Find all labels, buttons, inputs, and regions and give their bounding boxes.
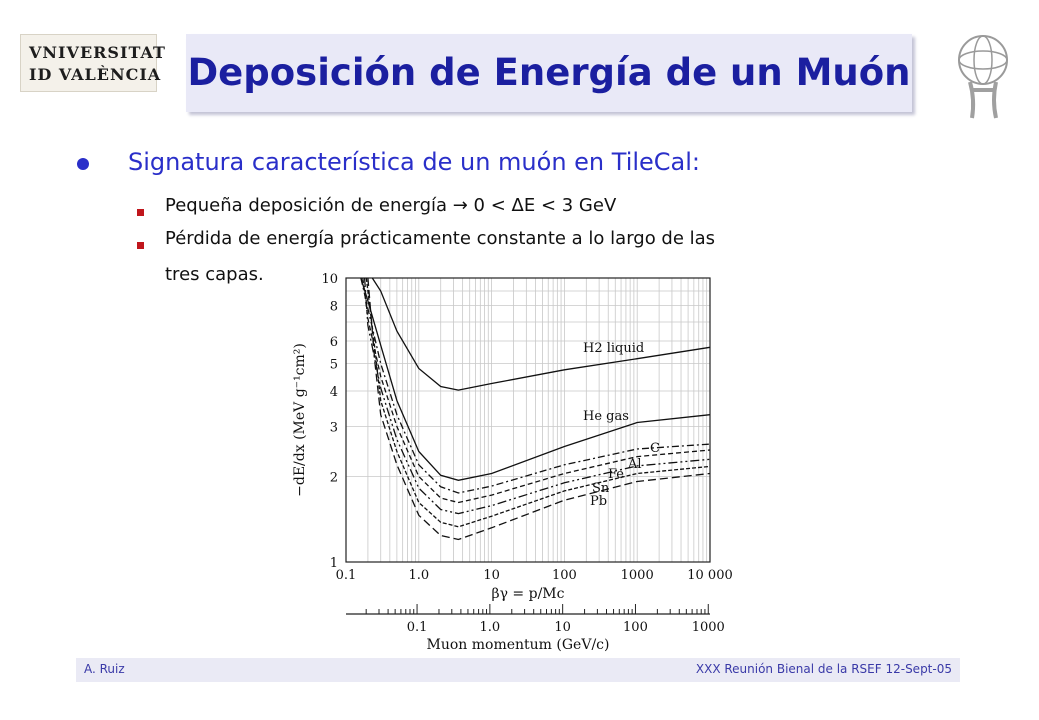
momentum-tick-label: 0.1 (407, 620, 428, 635)
series-line-fe (363, 277, 711, 515)
x-tick-label: 10 000 (687, 568, 733, 583)
bullet-dot-icon (77, 158, 89, 170)
momentum-tick-label: 10 (554, 620, 571, 635)
title-banner: Deposición de Energía de un Muón (186, 34, 912, 112)
energy-loss-chart: 0.1 1.0 10 100 1000 10 000 1 2 3 4 5 6 8 10 βγ = p/Mc −… (278, 262, 738, 658)
atlas-logo-icon (958, 35, 1008, 119)
momentum-tick-label: 1.0 (480, 620, 501, 635)
momentum-tick-label: 1000 (692, 620, 725, 635)
page-title: Deposición de Energía de un Muón (187, 51, 911, 94)
series-label: Fe (608, 467, 624, 482)
y-axis-label: −dE/dx (MeV g⁻¹cm²) (292, 343, 308, 497)
chart-svg: 0.1 1.0 10 100 1000 10 000 1 2 3 4 5 6 8 10 βγ = p/Mc −… (292, 272, 733, 653)
y-tick-label: 2 (330, 471, 338, 486)
sub-bullet-icon (137, 209, 144, 216)
main-bullet: Signatura característica de un muón en T… (128, 148, 701, 176)
series-label: C (650, 441, 660, 456)
series-line-c (360, 277, 711, 494)
momentum-tick-label: 100 (623, 620, 648, 635)
y-tick-label: 1 (330, 556, 338, 571)
series-label: He gas (583, 409, 629, 424)
x-tick-label: 10 (483, 568, 500, 583)
x-tick-label: 100 (552, 568, 577, 583)
university-logo: VNIVERSITAT ID VALÈNCIA (20, 34, 165, 92)
sub-bullet-icon (137, 242, 144, 249)
y-tick-label: 6 (330, 335, 338, 350)
y-tick-label: 4 (330, 385, 338, 400)
series-label: Pb (590, 494, 607, 509)
series-line-pb (367, 277, 711, 541)
y-tick-label: 10 (321, 272, 338, 287)
series-line-he-gas (360, 277, 711, 481)
footer-bar: A. Ruiz XXX Reunión Bienal de la RSEF 12… (76, 658, 960, 682)
sub-bullet-1: Pequeña deposición de energía → 0 < ΔE <… (165, 195, 617, 216)
y-tick-label: 8 (330, 300, 338, 315)
series-label: H2 liquid (583, 341, 644, 356)
logo-line-1: VNIVERSITAT (29, 43, 166, 62)
logo-line-2: ID VALÈNCIA (29, 65, 162, 84)
series-label: Al (627, 457, 642, 472)
sub-bullet-2-line-2: tres capas. (165, 264, 264, 285)
y-tick-label: 3 (330, 420, 338, 435)
series-line-al (362, 277, 711, 504)
footer-event: XXX Reunión Bienal de la RSEF 12-Sept-05 (695, 662, 952, 676)
series-line-h2-liquid (371, 277, 711, 391)
x-axis-label: βγ = p/Mc (492, 586, 565, 602)
series-label: Sn (592, 481, 610, 496)
series-line-sn (365, 277, 711, 528)
footer-author: A. Ruiz (84, 662, 125, 676)
x-tick-label: 0.1 (336, 568, 357, 583)
x-tick-label: 1.0 (408, 568, 429, 583)
y-tick-label: 5 (330, 357, 338, 372)
momentum-axis-label: Muon momentum (GeV/c) (427, 637, 610, 653)
x-tick-label: 1000 (621, 568, 654, 583)
sub-bullet-2-line-1: Pérdida de energía prácticamente constan… (165, 228, 716, 249)
plot-frame (345, 277, 711, 563)
